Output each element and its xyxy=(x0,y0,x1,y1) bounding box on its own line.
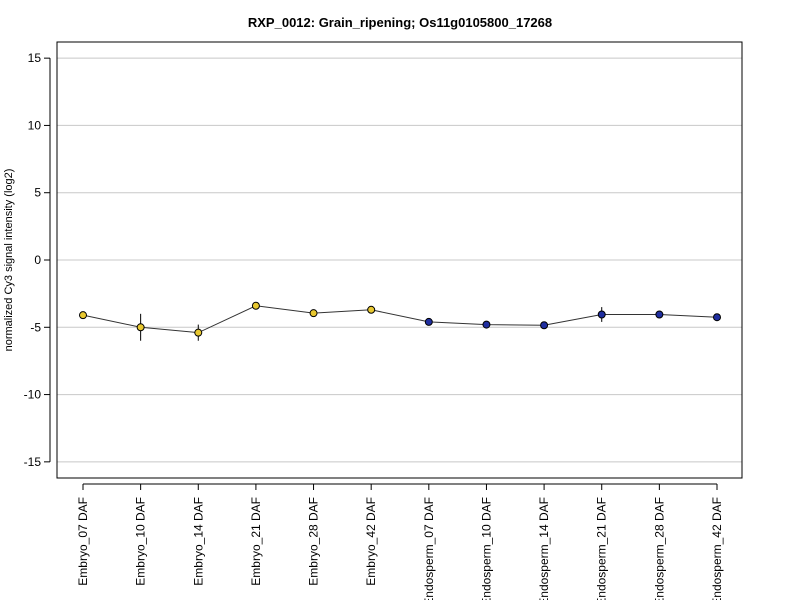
data-point xyxy=(482,320,491,329)
data-point xyxy=(79,311,87,320)
x-tick-label: Embryo_21 DAF xyxy=(249,497,263,586)
chart-title: RXP_0012: Grain_ripening; Os11g0105800_1… xyxy=(248,15,552,30)
x-tick-label: Endosperm_42 DAF xyxy=(710,497,724,600)
y-axis-label: normalized Cy3 signal intensity (log2) xyxy=(3,169,15,352)
data-point xyxy=(655,310,664,319)
series-line-group xyxy=(82,305,718,334)
x-tick-label: Endosperm_07 DAF xyxy=(422,497,436,600)
y-tick-label: 0 xyxy=(34,253,41,267)
x-tick-label: Endosperm_14 DAF xyxy=(537,497,551,600)
data-points xyxy=(79,301,721,337)
x-tick-label: Embryo_28 DAF xyxy=(307,497,321,586)
y-tick-label: 5 xyxy=(34,186,41,200)
y-tick-label: -10 xyxy=(24,388,42,402)
y-tick-label: -15 xyxy=(24,455,42,469)
data-point xyxy=(194,328,203,337)
data-point xyxy=(367,305,376,314)
data-point xyxy=(540,321,549,330)
error-bars xyxy=(82,303,718,341)
x-tick-label: Embryo_10 DAF xyxy=(134,497,148,586)
grid-lines xyxy=(57,57,742,463)
data-point xyxy=(309,309,318,318)
y-axis: 15 10 5 0 -5 -10 -15 xyxy=(24,51,51,469)
x-tick-label: Embryo_42 DAF xyxy=(364,497,378,586)
x-tick-label: Embryo_07 DAF xyxy=(76,497,90,586)
data-point xyxy=(713,313,721,322)
x-tick-label: Embryo_14 DAF xyxy=(191,497,205,586)
series-line xyxy=(82,305,718,334)
y-tick-label: -5 xyxy=(30,320,41,334)
x-axis: Embryo_07 DAF Embryo_10 DAF Embryo_14 DAF E… xyxy=(76,483,724,600)
plot-frame xyxy=(56,41,743,479)
y-tick-label: 15 xyxy=(28,51,42,65)
x-tick-label: Endosperm_10 DAF xyxy=(479,497,493,600)
x-tick-label: Endosperm_21 DAF xyxy=(595,497,609,600)
x-tick-label: Endosperm_28 DAF xyxy=(652,497,666,600)
y-tick-label: 10 xyxy=(28,118,42,132)
data-point xyxy=(597,310,606,319)
data-point xyxy=(424,317,433,326)
data-point xyxy=(136,323,145,332)
data-point xyxy=(251,301,260,310)
